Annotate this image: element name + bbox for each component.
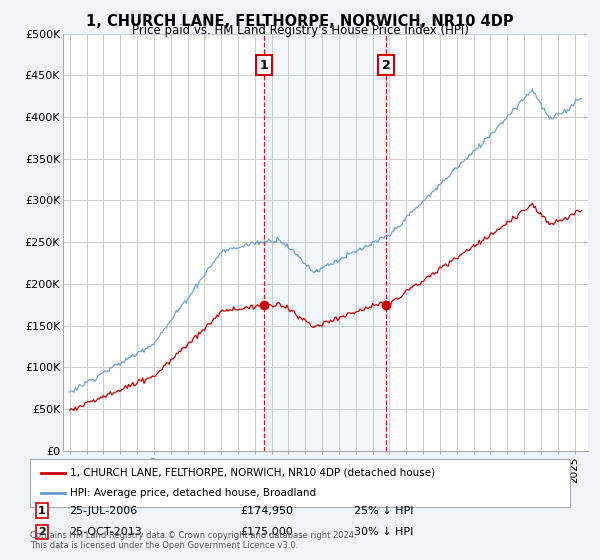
Text: 1: 1	[260, 59, 269, 72]
Text: Price paid vs. HM Land Registry's House Price Index (HPI): Price paid vs. HM Land Registry's House …	[131, 24, 469, 37]
Text: 1, CHURCH LANE, FELTHORPE, NORWICH, NR10 4DP: 1, CHURCH LANE, FELTHORPE, NORWICH, NR10…	[86, 14, 514, 29]
Text: £174,950: £174,950	[240, 506, 293, 516]
Text: £175,000: £175,000	[240, 527, 293, 537]
Text: 1, CHURCH LANE, FELTHORPE, NORWICH, NR10 4DP (detached house): 1, CHURCH LANE, FELTHORPE, NORWICH, NR10…	[71, 468, 436, 478]
Text: 2: 2	[38, 527, 46, 537]
Text: Contains HM Land Registry data © Crown copyright and database right 2024.
This d: Contains HM Land Registry data © Crown c…	[30, 530, 356, 550]
Text: HPI: Average price, detached house, Broadland: HPI: Average price, detached house, Broa…	[71, 488, 317, 498]
Text: 2: 2	[382, 59, 391, 72]
Text: 25-OCT-2013: 25-OCT-2013	[69, 527, 142, 537]
Text: 25-JUL-2006: 25-JUL-2006	[69, 506, 137, 516]
Text: 1: 1	[38, 506, 46, 516]
Text: 25% ↓ HPI: 25% ↓ HPI	[354, 506, 413, 516]
Bar	[264, 34, 386, 451]
Text: 30% ↓ HPI: 30% ↓ HPI	[354, 527, 413, 537]
